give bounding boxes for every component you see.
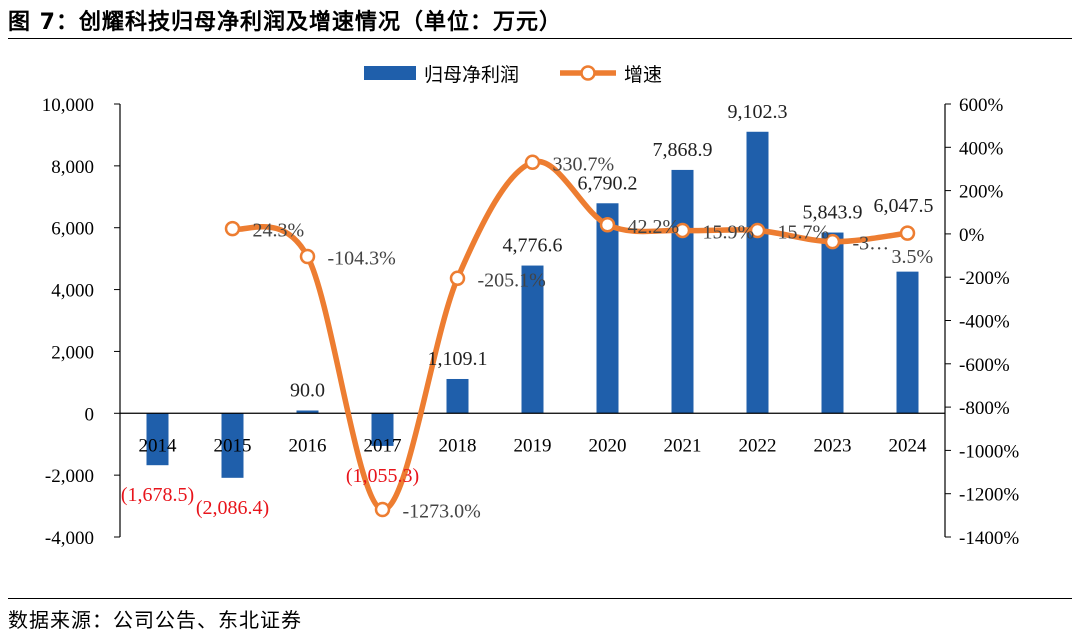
legend-bar-swatch: [364, 66, 416, 80]
bar-2014: [146, 413, 169, 466]
line-label-2019: 330.7%: [553, 153, 615, 175]
line-label-2017: -1273.0%: [403, 501, 481, 523]
growth-marker-2018: [449, 270, 466, 287]
category-label-2017: 2017: [364, 435, 402, 456]
line-series: [224, 154, 916, 518]
bar-2015: [221, 413, 244, 478]
bar-2018: [446, 378, 469, 414]
source-note: 数据来源：公司公告、东北证券: [8, 608, 302, 632]
bar-2022: [746, 131, 769, 414]
bar-label-2017: (1,055.3): [346, 465, 419, 487]
right-tick-label: 0%: [959, 225, 985, 246]
right-tick-label: -400%: [959, 312, 1010, 333]
line-label-2018: -205.1%: [478, 269, 546, 291]
left-tick-label: -4,000: [45, 528, 94, 549]
legend-bar-label: 归母净利润: [424, 64, 519, 86]
bar-2017: [371, 413, 394, 446]
category-label-2016: 2016: [289, 435, 327, 456]
category-label-2020: 2020: [589, 435, 627, 456]
source-rule: [8, 598, 1072, 599]
left-axis: -4,000 -2,000 0 2,000 4,000 6,000 8,000 10,000: [42, 95, 121, 549]
left-tick-label: 4,000: [51, 281, 94, 302]
category-label-2014: 2014: [139, 435, 178, 456]
bar-label-2015: (2,086.4): [196, 497, 269, 519]
bar-2020: [596, 203, 619, 414]
growth-marker-2016: [299, 248, 316, 265]
line-label-2023: -3…: [853, 233, 890, 255]
category-label-2015: 2015: [214, 435, 252, 456]
right-tick-label: -1400%: [959, 528, 1019, 549]
bar-2023: [821, 232, 844, 414]
line-label-2021: 15.9%: [703, 221, 755, 243]
line-label-2015: 24.3%: [253, 220, 305, 242]
line-labels: 24.3% -104.3% -1273.0% -205.1% 330.7% 42.2% 15…: [253, 153, 934, 522]
right-tick-label: -800%: [959, 398, 1010, 419]
category-label-2019: 2019: [514, 435, 552, 456]
bar-label-2021: 7,868.9: [653, 139, 713, 161]
bar-2021: [671, 169, 694, 414]
right-tick-label: -600%: [959, 355, 1010, 376]
category-label-2023: 2023: [814, 435, 852, 456]
bar-2019: [521, 265, 544, 414]
x-axis: 2014 2015 2016 2017 2018 2019 2020 2021 2022 2023…: [120, 412, 945, 456]
bar-2016: [296, 410, 319, 414]
growth-marker-2021: [674, 222, 691, 239]
right-tick-label: -1200%: [959, 485, 1019, 506]
combo-chart: 归母净利润 增速 -4,000 -2,000 0 2,000 4,000 6,000 8,00…: [42, 64, 1020, 549]
left-tick-label: 0: [85, 404, 95, 425]
legend-line-marker: [580, 65, 596, 81]
category-label-2021: 2021: [664, 435, 702, 456]
bar-labels: (1,678.5)(2,086.4) 90.0 (1,055.3) 1,109.1 4,…: [121, 101, 934, 519]
right-axis: -1400% -1200% -1000% -800% -600% -400% -200% 0%…: [944, 95, 1019, 549]
bar-label-2016: 90.0: [290, 380, 325, 402]
line-label-2020: 42.2%: [628, 216, 680, 238]
bar-label-2020: 6,790.2: [578, 172, 638, 194]
category-label-2024: 2024: [889, 435, 928, 456]
left-tick-label: 8,000: [51, 157, 94, 178]
right-tick-label: 600%: [959, 95, 1004, 116]
growth-marker-2022: [749, 222, 766, 239]
bar-label-2019: 4,776.6: [503, 235, 563, 257]
category-label-2022: 2022: [739, 435, 777, 456]
left-tick-label: 6,000: [51, 219, 94, 240]
figure-title: 图 7：创耀科技归母净利润及增速情况（单位：万元）: [8, 10, 562, 35]
left-tick-label: -2,000: [45, 466, 94, 487]
category-label-2018: 2018: [439, 435, 477, 456]
growth-marker-2017: [374, 501, 391, 518]
right-tick-label: -1000%: [959, 441, 1019, 462]
bar-label-2023: 5,843.9: [803, 202, 863, 224]
growth-marker-2019: [524, 154, 541, 171]
line-label-2016: -104.3%: [328, 247, 396, 269]
line-label-2022: 15.7%: [778, 222, 830, 244]
bar-label-2014: (1,678.5): [121, 484, 194, 506]
bar-label-2022: 9,102.3: [728, 101, 788, 123]
growth-marker-2015: [224, 220, 241, 237]
title-rule: [8, 38, 1072, 39]
right-tick-label: 400%: [959, 138, 1004, 159]
legend-line-label: 增速: [624, 64, 662, 86]
growth-marker-2024: [899, 225, 916, 241]
bar-label-2018: 1,109.1: [428, 348, 488, 370]
bar-series: [146, 131, 919, 478]
bar-2024: [896, 271, 919, 414]
growth-marker-2023: [824, 233, 841, 250]
growth-marker-2020: [599, 217, 616, 233]
bar-label-2024: 6,047.5: [874, 195, 934, 217]
legend: 归母净利润 增速: [364, 64, 662, 86]
right-tick-label: -200%: [959, 268, 1010, 289]
right-tick-label: 200%: [959, 182, 1004, 203]
line-label-2024: 3.5%: [892, 246, 934, 268]
left-tick-label: 2,000: [51, 342, 94, 363]
left-tick-label: 10,000: [42, 95, 94, 116]
